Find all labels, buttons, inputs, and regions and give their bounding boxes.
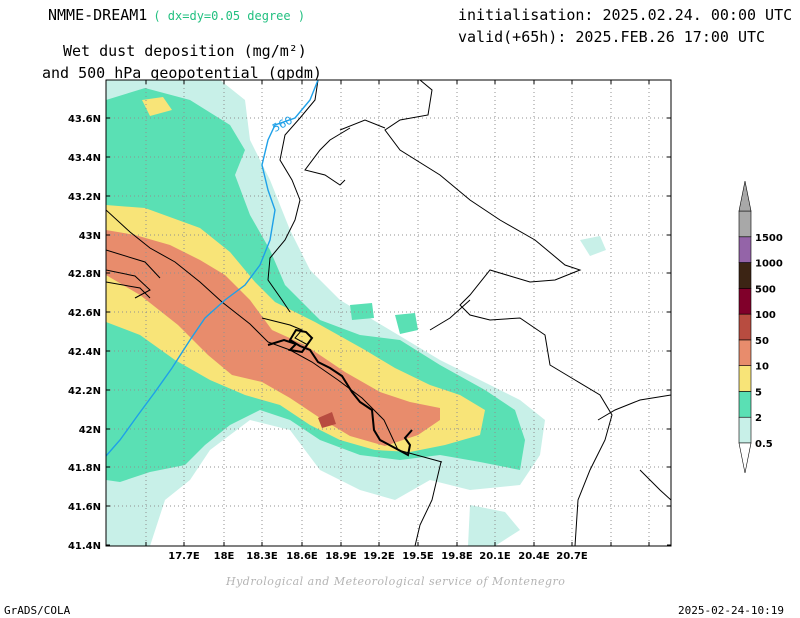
- deposition-fill-10: [106, 230, 440, 446]
- model-name: NMME-DREAM1 ( dx=dy=0.05 degree ): [48, 6, 305, 24]
- longitude-labels: 17.7E 18E 18.3E 18.6E 18.9E 19.2E 19.5E 19.8E 20…: [168, 551, 588, 562]
- lon-tick-label: 20.1E: [479, 551, 511, 562]
- legend-label: 1500: [755, 233, 783, 244]
- deposition-fill-50: [318, 412, 336, 428]
- lat-tick-label: 42.6N: [68, 308, 101, 319]
- legend-label: 500: [755, 284, 776, 295]
- map-plot-area: [106, 80, 671, 546]
- legend-label: 5: [755, 387, 762, 398]
- lon-tick-label: 18.6E: [286, 551, 318, 562]
- lat-tick-label: 43N: [79, 231, 101, 242]
- legend-swatch: [738, 339, 752, 366]
- lat-tick-label: 43.4N: [68, 153, 101, 164]
- legend-swatch: [738, 210, 752, 238]
- lat-tick-label: 43.2N: [68, 192, 101, 203]
- legend-arrow-bottom: [738, 442, 752, 474]
- lon-tick-label: 19.8E: [441, 551, 473, 562]
- lat-tick-label: 42.2N: [68, 386, 101, 397]
- legend-swatch: [738, 416, 752, 444]
- lon-tick-label: 19.5E: [402, 551, 434, 562]
- map-frame: [105, 79, 672, 547]
- legend-label: 0.5: [755, 439, 773, 450]
- lon-tick-label: 17.7E: [168, 551, 200, 562]
- legend-label: 50: [755, 336, 769, 347]
- legend-swatch: [738, 313, 752, 341]
- legend-swatch: [738, 262, 752, 289]
- legend-label: 100: [755, 310, 776, 321]
- coastline-and-borders: [106, 80, 671, 546]
- initialisation-time: initialisation: 2025.02.24. 00:00 UTC: [458, 6, 793, 24]
- lon-tick-label: 18E: [214, 551, 235, 562]
- valid-time: valid(+65h): 2025.FEB.26 17:00 UTC: [458, 28, 766, 46]
- color-legend: 0.5 2 5 10 50 100 500 1000 1500: [738, 180, 783, 474]
- legend-label: 2: [755, 413, 762, 424]
- model-name-text: NMME-DREAM1: [48, 6, 148, 24]
- lat-tick-label: 42.8N: [68, 269, 101, 280]
- lat-tick-label: 41.8N: [68, 463, 101, 474]
- lat-tick-label: 41.6N: [68, 502, 101, 513]
- latitude-labels: 43.6N 43.4N 43.2N 43N 42.8N 42.6N 42.4N 42.2N 42…: [68, 114, 101, 552]
- software-label: GrADS/COLA: [4, 604, 71, 617]
- lat-tick-label: 41.4N: [68, 541, 101, 552]
- legend-swatch: [738, 365, 752, 392]
- lon-tick-label: 19.2E: [363, 551, 395, 562]
- lat-tick-label: 42.4N: [68, 347, 101, 358]
- lon-tick-label: 18.3E: [246, 551, 278, 562]
- lon-tick-label: 20.7E: [556, 551, 588, 562]
- map-title-line2: and 500 hPa geopotential (gpdm): [42, 64, 322, 82]
- lon-tick-label: 20.4E: [518, 551, 550, 562]
- montenegro-coastline: [267, 328, 413, 457]
- map-ticks: [106, 80, 671, 546]
- legend-swatch: [738, 236, 752, 263]
- map-gridlines: [106, 80, 671, 546]
- legend-swatch: [738, 391, 752, 418]
- legend-arrow-top: [738, 180, 752, 212]
- generation-timestamp: 2025-02-24-10:19: [678, 604, 784, 617]
- lat-tick-label: 42N: [79, 425, 101, 436]
- legend-swatch: [738, 288, 752, 315]
- credit-text: Hydrological and Meteorological service …: [226, 575, 566, 588]
- legend-label: 10: [755, 362, 769, 373]
- legend-label: 1000: [755, 259, 783, 270]
- lon-tick-label: 18.9E: [325, 551, 357, 562]
- map-title-line1: Wet dust deposition (mg/m²): [63, 42, 307, 60]
- model-resolution: ( dx=dy=0.05 degree ): [153, 9, 306, 23]
- geopotential-contour-560: [106, 80, 319, 457]
- lat-tick-label: 43.6N: [68, 114, 101, 125]
